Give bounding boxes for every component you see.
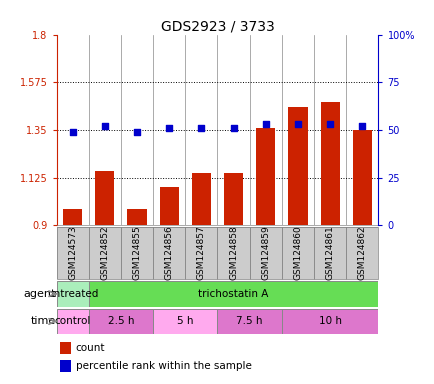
- Text: count: count: [76, 343, 105, 353]
- Bar: [59, 342, 71, 354]
- Text: GSM124858: GSM124858: [229, 226, 237, 280]
- Text: GSM124573: GSM124573: [68, 226, 77, 280]
- Text: trichostatin A: trichostatin A: [198, 289, 268, 299]
- Text: 7.5 h: 7.5 h: [236, 316, 262, 326]
- Bar: [56, 227, 89, 279]
- Bar: [159, 187, 178, 225]
- Bar: [56, 309, 89, 334]
- Bar: [153, 227, 185, 279]
- Bar: [191, 174, 210, 225]
- Bar: [313, 227, 345, 279]
- Text: GSM124860: GSM124860: [293, 226, 302, 280]
- Text: GSM124859: GSM124859: [261, 226, 270, 280]
- Point: [101, 123, 108, 129]
- Point: [165, 125, 172, 131]
- Bar: [217, 227, 249, 279]
- Text: GSM124856: GSM124856: [164, 226, 173, 280]
- Bar: [95, 171, 114, 225]
- Bar: [153, 309, 217, 334]
- Bar: [249, 227, 281, 279]
- Bar: [256, 128, 275, 225]
- Point: [294, 121, 301, 127]
- Bar: [320, 103, 339, 225]
- Point: [69, 129, 76, 135]
- Text: time: time: [30, 316, 56, 326]
- Point: [358, 123, 365, 129]
- Bar: [288, 107, 307, 225]
- Text: GSM124852: GSM124852: [100, 226, 109, 280]
- Bar: [345, 227, 378, 279]
- Text: percentile rank within the sample: percentile rank within the sample: [76, 361, 251, 371]
- Bar: [352, 130, 371, 225]
- Point: [326, 121, 333, 127]
- Bar: [281, 309, 378, 334]
- Bar: [185, 227, 217, 279]
- Point: [230, 125, 237, 131]
- Bar: [224, 174, 243, 225]
- Text: agent: agent: [23, 289, 56, 299]
- Title: GDS2923 / 3733: GDS2923 / 3733: [160, 20, 274, 33]
- Bar: [89, 227, 121, 279]
- Text: GSM124855: GSM124855: [132, 226, 141, 280]
- Text: GSM124862: GSM124862: [357, 226, 366, 280]
- Text: 10 h: 10 h: [318, 316, 341, 326]
- Bar: [217, 309, 281, 334]
- Bar: [121, 227, 153, 279]
- Text: GSM124861: GSM124861: [325, 226, 334, 280]
- Point: [133, 129, 140, 135]
- Text: 5 h: 5 h: [177, 316, 193, 326]
- Bar: [89, 309, 153, 334]
- Point: [197, 125, 204, 131]
- Bar: [127, 209, 146, 225]
- Text: untreated: untreated: [47, 289, 98, 299]
- Bar: [281, 227, 313, 279]
- Text: GSM124857: GSM124857: [197, 226, 205, 280]
- Text: 2.5 h: 2.5 h: [108, 316, 134, 326]
- Text: control: control: [54, 316, 91, 326]
- Bar: [56, 281, 89, 307]
- Bar: [63, 209, 82, 225]
- Bar: [59, 360, 71, 372]
- Point: [262, 121, 269, 127]
